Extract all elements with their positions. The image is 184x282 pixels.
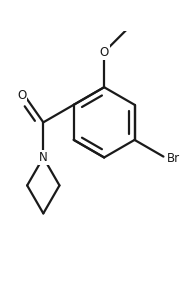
Text: O: O xyxy=(100,46,109,59)
Text: O: O xyxy=(17,89,26,102)
Text: N: N xyxy=(39,151,48,164)
Text: Br: Br xyxy=(167,152,180,165)
